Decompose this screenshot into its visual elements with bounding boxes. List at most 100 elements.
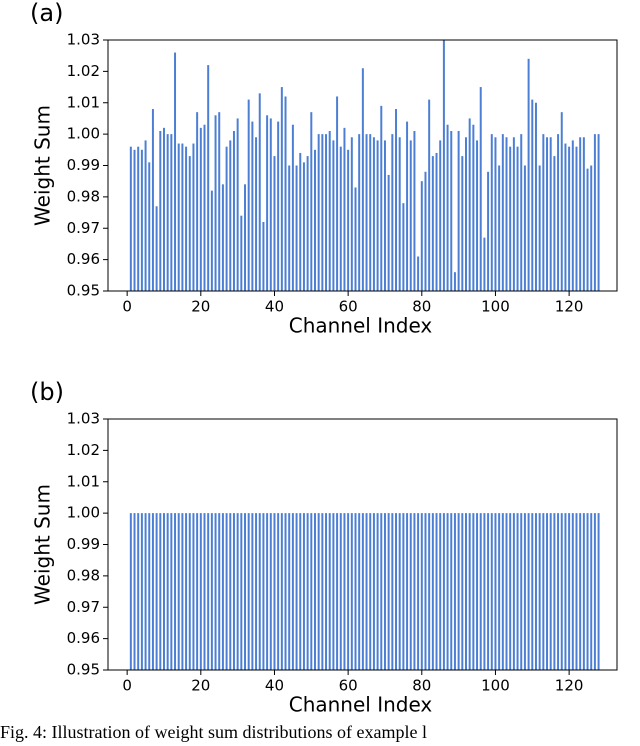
y-tick-label: 1.03 bbox=[67, 410, 100, 428]
bar bbox=[277, 121, 280, 291]
bar bbox=[214, 115, 217, 291]
bar bbox=[181, 143, 184, 291]
bar bbox=[151, 109, 154, 291]
bar bbox=[406, 513, 409, 670]
bar bbox=[280, 87, 283, 291]
bar bbox=[144, 140, 147, 291]
x-tick-label: 100 bbox=[481, 298, 510, 316]
bar bbox=[582, 513, 585, 670]
x-tick-label: 20 bbox=[191, 677, 210, 695]
bar bbox=[442, 40, 445, 291]
bar bbox=[383, 140, 386, 291]
bar bbox=[284, 96, 287, 291]
bar bbox=[317, 513, 320, 670]
bar bbox=[509, 513, 512, 670]
bar bbox=[575, 513, 578, 670]
bar bbox=[409, 513, 412, 670]
bar bbox=[369, 513, 372, 670]
bar bbox=[428, 99, 431, 291]
bar bbox=[461, 513, 464, 670]
x-axis-label: Channel Index bbox=[289, 693, 433, 717]
bar bbox=[299, 513, 302, 670]
x-tick-label: 60 bbox=[339, 298, 358, 316]
bar bbox=[402, 203, 405, 291]
bar bbox=[159, 513, 162, 670]
bar bbox=[266, 513, 269, 670]
bar bbox=[498, 165, 501, 291]
bar bbox=[387, 174, 390, 291]
bar bbox=[597, 134, 600, 291]
bar bbox=[568, 146, 571, 291]
bar bbox=[442, 513, 445, 670]
bar bbox=[464, 137, 467, 291]
bar bbox=[196, 112, 199, 291]
x-tick-label: 100 bbox=[481, 677, 510, 695]
bar bbox=[571, 513, 574, 670]
bar bbox=[170, 513, 173, 670]
bar bbox=[192, 513, 195, 670]
bar bbox=[148, 513, 151, 670]
bar bbox=[240, 513, 243, 670]
bar bbox=[586, 168, 589, 291]
x-tick-label: 20 bbox=[191, 298, 210, 316]
bar bbox=[450, 513, 453, 670]
bar bbox=[170, 134, 173, 291]
bar bbox=[534, 513, 537, 670]
bar bbox=[564, 143, 567, 291]
bar bbox=[225, 513, 228, 670]
y-tick-label: 1.02 bbox=[67, 62, 100, 80]
bar bbox=[420, 181, 423, 291]
bar bbox=[221, 184, 224, 291]
bar bbox=[520, 513, 523, 670]
bar bbox=[166, 513, 169, 670]
bar bbox=[538, 513, 541, 670]
bar bbox=[468, 513, 471, 670]
bar bbox=[372, 137, 375, 291]
x-tick-label: 0 bbox=[122, 298, 132, 316]
bar bbox=[476, 513, 479, 670]
bar bbox=[140, 513, 143, 670]
bar bbox=[188, 156, 191, 291]
bar bbox=[148, 162, 151, 291]
bar bbox=[593, 513, 596, 670]
bar bbox=[232, 130, 235, 291]
bar bbox=[398, 513, 401, 670]
y-tick-label: 0.97 bbox=[67, 219, 100, 237]
bar bbox=[579, 513, 582, 670]
bar bbox=[280, 513, 283, 670]
bar bbox=[251, 513, 254, 670]
bar bbox=[236, 513, 239, 670]
bar bbox=[129, 513, 132, 670]
bar bbox=[457, 130, 460, 291]
bar bbox=[564, 513, 567, 670]
x-tick-label: 120 bbox=[555, 298, 584, 316]
bar bbox=[446, 513, 449, 670]
bar bbox=[291, 124, 294, 291]
bar bbox=[395, 109, 398, 291]
bar bbox=[310, 513, 313, 670]
bar bbox=[255, 513, 258, 670]
bar bbox=[339, 146, 342, 291]
y-tick-label: 1.01 bbox=[67, 472, 100, 490]
bar bbox=[472, 124, 475, 291]
bar bbox=[365, 513, 368, 670]
bar bbox=[538, 165, 541, 291]
bar bbox=[321, 513, 324, 670]
bar bbox=[439, 140, 442, 291]
bar bbox=[534, 102, 537, 291]
bar bbox=[284, 513, 287, 670]
bar bbox=[509, 146, 512, 291]
bar bbox=[549, 513, 552, 670]
bar bbox=[185, 146, 188, 291]
y-tick-label: 1.03 bbox=[67, 31, 100, 49]
bar bbox=[531, 513, 534, 670]
bar bbox=[376, 513, 379, 670]
bar bbox=[417, 256, 420, 291]
bar bbox=[417, 513, 420, 670]
panel-label: (b) bbox=[30, 378, 64, 406]
bar bbox=[247, 513, 250, 670]
bar bbox=[380, 105, 383, 291]
bar bbox=[273, 156, 276, 291]
bar bbox=[453, 513, 456, 670]
